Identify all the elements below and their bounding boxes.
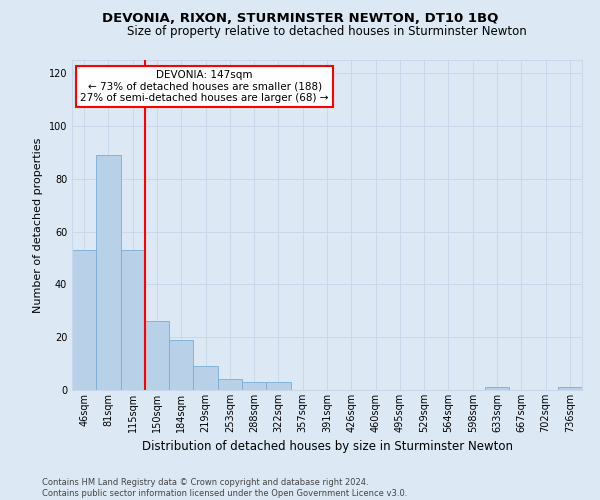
- X-axis label: Distribution of detached houses by size in Sturminster Newton: Distribution of detached houses by size …: [142, 440, 512, 454]
- Bar: [266, 382, 290, 390]
- Bar: [169, 340, 193, 390]
- Y-axis label: Number of detached properties: Number of detached properties: [33, 138, 43, 312]
- Bar: [558, 388, 582, 390]
- Text: DEVONIA, RIXON, STURMINSTER NEWTON, DT10 1BQ: DEVONIA, RIXON, STURMINSTER NEWTON, DT10…: [102, 12, 498, 26]
- Title: Size of property relative to detached houses in Sturminster Newton: Size of property relative to detached ho…: [127, 25, 527, 38]
- Text: Contains HM Land Registry data © Crown copyright and database right 2024.
Contai: Contains HM Land Registry data © Crown c…: [42, 478, 407, 498]
- Bar: [96, 155, 121, 390]
- Bar: [485, 388, 509, 390]
- Bar: [218, 380, 242, 390]
- Bar: [145, 322, 169, 390]
- Bar: [193, 366, 218, 390]
- Bar: [121, 250, 145, 390]
- Bar: [242, 382, 266, 390]
- Bar: [72, 250, 96, 390]
- Text: DEVONIA: 147sqm
← 73% of detached houses are smaller (188)
27% of semi-detached : DEVONIA: 147sqm ← 73% of detached houses…: [80, 70, 329, 103]
